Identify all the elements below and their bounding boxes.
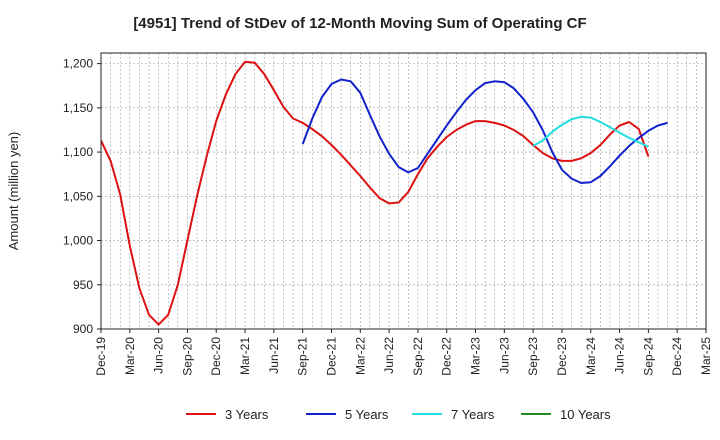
y-tick-label: 1,150 (63, 101, 93, 115)
x-tick-label: Jun-21 (267, 337, 281, 374)
legend: 3 Years 5 Years 7 Years 10 Years (186, 407, 611, 422)
x-tick-label: Jun-22 (382, 337, 396, 374)
grid (100, 53, 707, 330)
plot-frame (100, 52, 707, 330)
y-tick-label: 1,100 (63, 145, 93, 159)
x-tick-label: Dec-24 (670, 337, 684, 376)
legend-label: 3 Years (225, 407, 269, 422)
x-tick-label: Jun-20 (152, 337, 166, 374)
chart-title: [4951] Trend of StDev of 12-Month Moving… (133, 15, 586, 32)
series-line-5-years (301, 78, 668, 184)
legend-label: 10 Years (560, 407, 611, 422)
x-tick-label: Dec-21 (324, 337, 338, 376)
y-tick-label: 950 (73, 278, 93, 292)
x-tick-label: Jun-24 (613, 337, 627, 374)
y-tick-label: 1,200 (63, 57, 93, 71)
x-tick-label: Dec-20 (209, 337, 223, 376)
y-axis-ticks: 900 950 1,000 1,050 1,100 1,150 1,200 (63, 57, 101, 336)
x-tick-label: Mar-24 (584, 337, 598, 375)
x-tick-label: Sep-20 (180, 337, 194, 376)
x-tick-label: Sep-21 (296, 337, 310, 376)
x-tick-label: Mar-20 (123, 337, 137, 375)
x-tick-label: Mar-25 (699, 337, 713, 375)
x-tick-label: Sep-23 (526, 337, 540, 376)
x-tick-label: Mar-22 (353, 337, 367, 375)
x-tick-label: Dec-19 (94, 337, 108, 376)
legend-label: 7 Years (451, 407, 495, 422)
series-line-7-years (532, 115, 649, 148)
y-axis-label: Amount (million yen) (6, 132, 21, 251)
x-axis-ticks: Dec-19 Mar-20 Jun-20 Sep-20 Dec-20 Mar-21 Jun-… (94, 329, 713, 376)
x-tick-label: Mar-21 (238, 337, 252, 375)
x-tick-label: Jun-23 (497, 337, 511, 374)
x-tick-label: Dec-22 (440, 337, 454, 376)
series-line-3-years (100, 60, 650, 326)
x-tick-label: Sep-24 (641, 337, 655, 376)
y-tick-label: 900 (73, 322, 93, 336)
x-tick-label: Dec-23 (555, 337, 569, 376)
legend-label: 5 Years (345, 407, 389, 422)
x-tick-label: Sep-22 (411, 337, 425, 376)
y-tick-label: 1,000 (63, 234, 93, 248)
series-lines (100, 60, 668, 326)
x-tick-label: Mar-23 (469, 337, 483, 375)
y-tick-label: 1,050 (63, 189, 93, 203)
